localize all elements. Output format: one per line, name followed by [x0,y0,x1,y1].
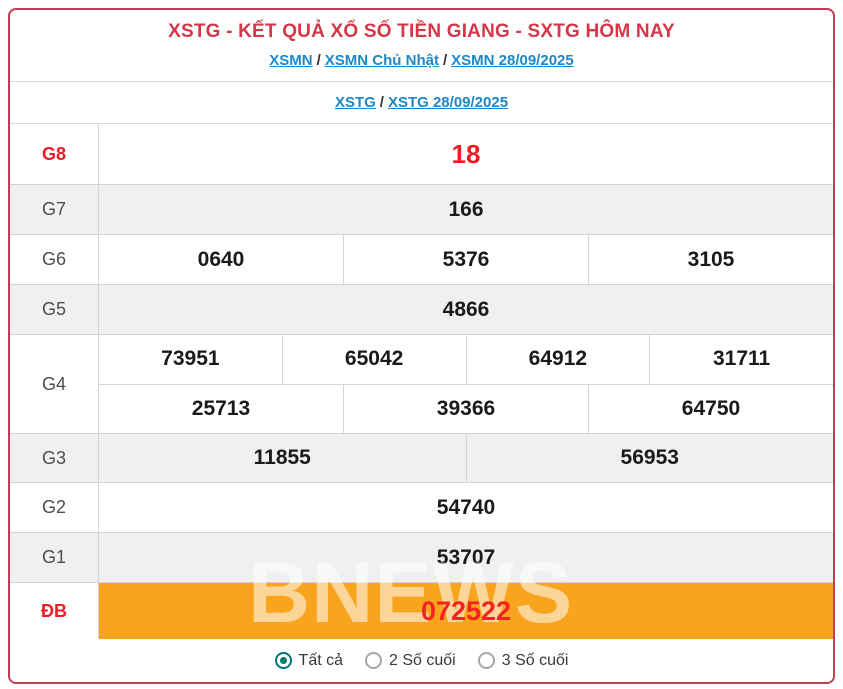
prize-row-g5: G5 4866 [10,285,833,335]
prize-value-g2: 54740 [436,495,496,519]
display-mode-options: Tất cả 2 Số cuối 3 Số cuối [10,639,833,682]
prize-value-g7: 166 [448,197,484,221]
prize-value-g8: 18 [451,138,481,169]
prize-label-g7: G7 [10,185,99,234]
radio-option-all[interactable]: Tất cả [274,651,344,670]
prize-value-g6-3: 3105 [687,247,735,271]
prize-value-g4-2: 65042 [344,347,404,371]
prize-value-g3-2: 56953 [620,446,679,469]
prize-value-g4-3: 64912 [528,347,588,371]
prize-label-db: ĐB [10,583,99,639]
page-title: XSTG - KẾT QUẢ XỔ SỐ TIỀN GIANG - SXTG H… [168,21,675,42]
breadcrumb-link-xstg-date[interactable]: XSTG 28/09/2025 [387,94,509,111]
prize-row-g2: G2 54740 [10,483,833,533]
radio-label-last3[interactable]: 3 Số cuối [501,651,569,669]
radio-option-last3[interactable]: 3 Số cuối [477,651,569,670]
lottery-result-card: XSTG - KẾT QUẢ XỔ SỐ TIỀN GIANG - SXTG H… [8,8,835,684]
radio-option-last2[interactable]: 2 Số cuối [365,652,456,670]
prize-row-g6: G6 0640 5376 3105 [10,235,833,285]
radio-unselected-icon[interactable] [365,652,383,669]
breadcrumb-separator: / [379,94,384,111]
prize-value-g4-1: 73951 [161,347,220,371]
breadcrumb-link-xsmn[interactable]: XSMN [269,52,313,69]
prize-label-g5: G5 [10,285,99,334]
prize-row-g7: G7 166 [10,185,833,235]
prize-value-g1: 53707 [436,545,496,569]
prize-value-g4-7: 64750 [681,396,741,420]
breadcrumb-separator: / [316,52,321,69]
prize-label-g6: G6 [10,235,99,284]
breadcrumb-separator: / [442,52,448,69]
prize-row-db: ĐB 072522 [10,583,833,639]
prize-value-g3-1: 11855 [253,446,311,469]
prize-value-g6-1: 0640 [197,247,245,271]
prize-table: G8 18 G7 166 G6 0640 5376 3105 G5 4866 G… [10,124,833,639]
breadcrumb-link-xsmn-date[interactable]: XSMN 28/09/2025 [451,52,574,69]
prize-value-g4-4: 31711 [713,347,771,371]
prize-value-g6-2: 5376 [442,247,490,271]
radio-label-last2[interactable]: 2 Số cuối [389,651,456,669]
prize-label-g8: G8 [10,124,99,184]
jackpot-cell: 072522 [99,583,833,639]
breadcrumb-link-xstg[interactable]: XSTG [334,94,376,111]
prize-label-g2: G2 [10,483,99,532]
prize-label-g1: G1 [10,533,99,582]
radio-label-all[interactable]: Tất cả [298,651,344,669]
prize-value-g4-5: 25713 [191,396,251,420]
prize-row-g4: G4 73951 65042 64912 31711 25713 39366 6… [10,335,833,434]
sub-breadcrumb: XSTG / XSTG 28/09/2025 [10,82,833,124]
breadcrumb-link-xsmn-chu-nhat[interactable]: XSMN Chủ Nhật [324,52,439,69]
prize-value-db: 072522 [420,595,512,626]
header: XSTG - KẾT QUẢ XỔ SỐ TIỀN GIANG - SXTG H… [10,10,833,82]
prize-label-g3: G3 [10,434,99,482]
breadcrumb: XSMN / XSMN Chủ Nhật / XSMN 28/09/2025 [10,52,833,69]
radio-selected-icon[interactable] [274,652,292,669]
prize-row-g1: G1 53707 [10,533,833,583]
prize-value-g4-6: 39366 [436,396,496,420]
prize-label-g4: G4 [10,335,99,433]
prize-value-g5: 4866 [442,297,490,321]
prize-row-g8: G8 18 [10,124,833,185]
prize-row-g3: G3 11855 56953 [10,434,833,483]
radio-unselected-icon[interactable] [477,652,495,669]
